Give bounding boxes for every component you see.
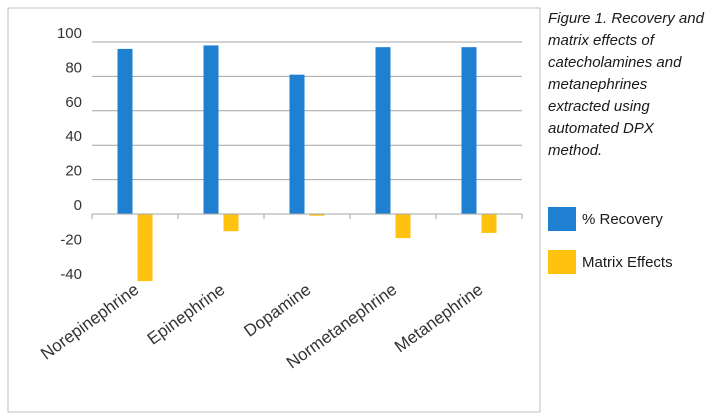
y-tick-label: 100	[57, 25, 82, 42]
bar-recovery-epinephrine	[203, 45, 219, 214]
grid-lines	[92, 41, 522, 181]
plot-border	[7, 7, 541, 413]
y-tick-label: -20	[60, 231, 82, 248]
y-tick-labels: 100 80 60 40 20 0 -20 -40	[57, 25, 82, 283]
y-tick-label: 80	[65, 59, 82, 76]
category-label: Norepinephrine	[37, 280, 142, 364]
y-tick-label: -40	[60, 266, 82, 283]
category-label: Metanephrine	[391, 280, 486, 356]
bar-recovery-norepinephrine	[117, 48, 133, 214]
category-label: Dopamine	[240, 280, 314, 341]
x-axis	[91, 213, 523, 219]
bar-recovery-dopamine	[289, 74, 305, 215]
y-tick-label: 60	[65, 94, 82, 111]
bar-matrix-effects-dopamine	[309, 214, 325, 216]
bar-recovery-metanephrine	[461, 47, 477, 214]
legend-label-matrix-effects: Matrix Effects	[582, 253, 673, 271]
legend-swatch-matrix-effects	[548, 250, 576, 274]
legend-item-matrix-effects: Matrix Effects	[548, 250, 673, 274]
legend-swatch-recovery	[548, 207, 576, 231]
y-tick-label: 40	[65, 128, 82, 145]
category-label: Epinephrine	[144, 280, 229, 349]
legend-label-recovery: % Recovery	[582, 210, 663, 228]
category-labels: Norepinephrine Epinephrine DopamineNormeta…	[37, 280, 486, 373]
figure-caption: Figure 1. Recovery and matrix effects of…	[548, 10, 704, 159]
y-tick-label: 0	[74, 197, 82, 214]
bars	[117, 45, 497, 282]
legend-item-recovery: % Recovery	[548, 207, 663, 231]
bar-matrix-effects-norepinephrine	[137, 214, 153, 282]
bar-matrix-effects-metanephrine	[481, 214, 497, 233]
bar-matrix-effects-normetanephrine	[395, 214, 411, 239]
y-tick-label: 20	[65, 163, 82, 180]
bar-matrix-effects-epinephrine	[223, 214, 239, 232]
bar-recovery-normetanephrine	[375, 47, 391, 214]
